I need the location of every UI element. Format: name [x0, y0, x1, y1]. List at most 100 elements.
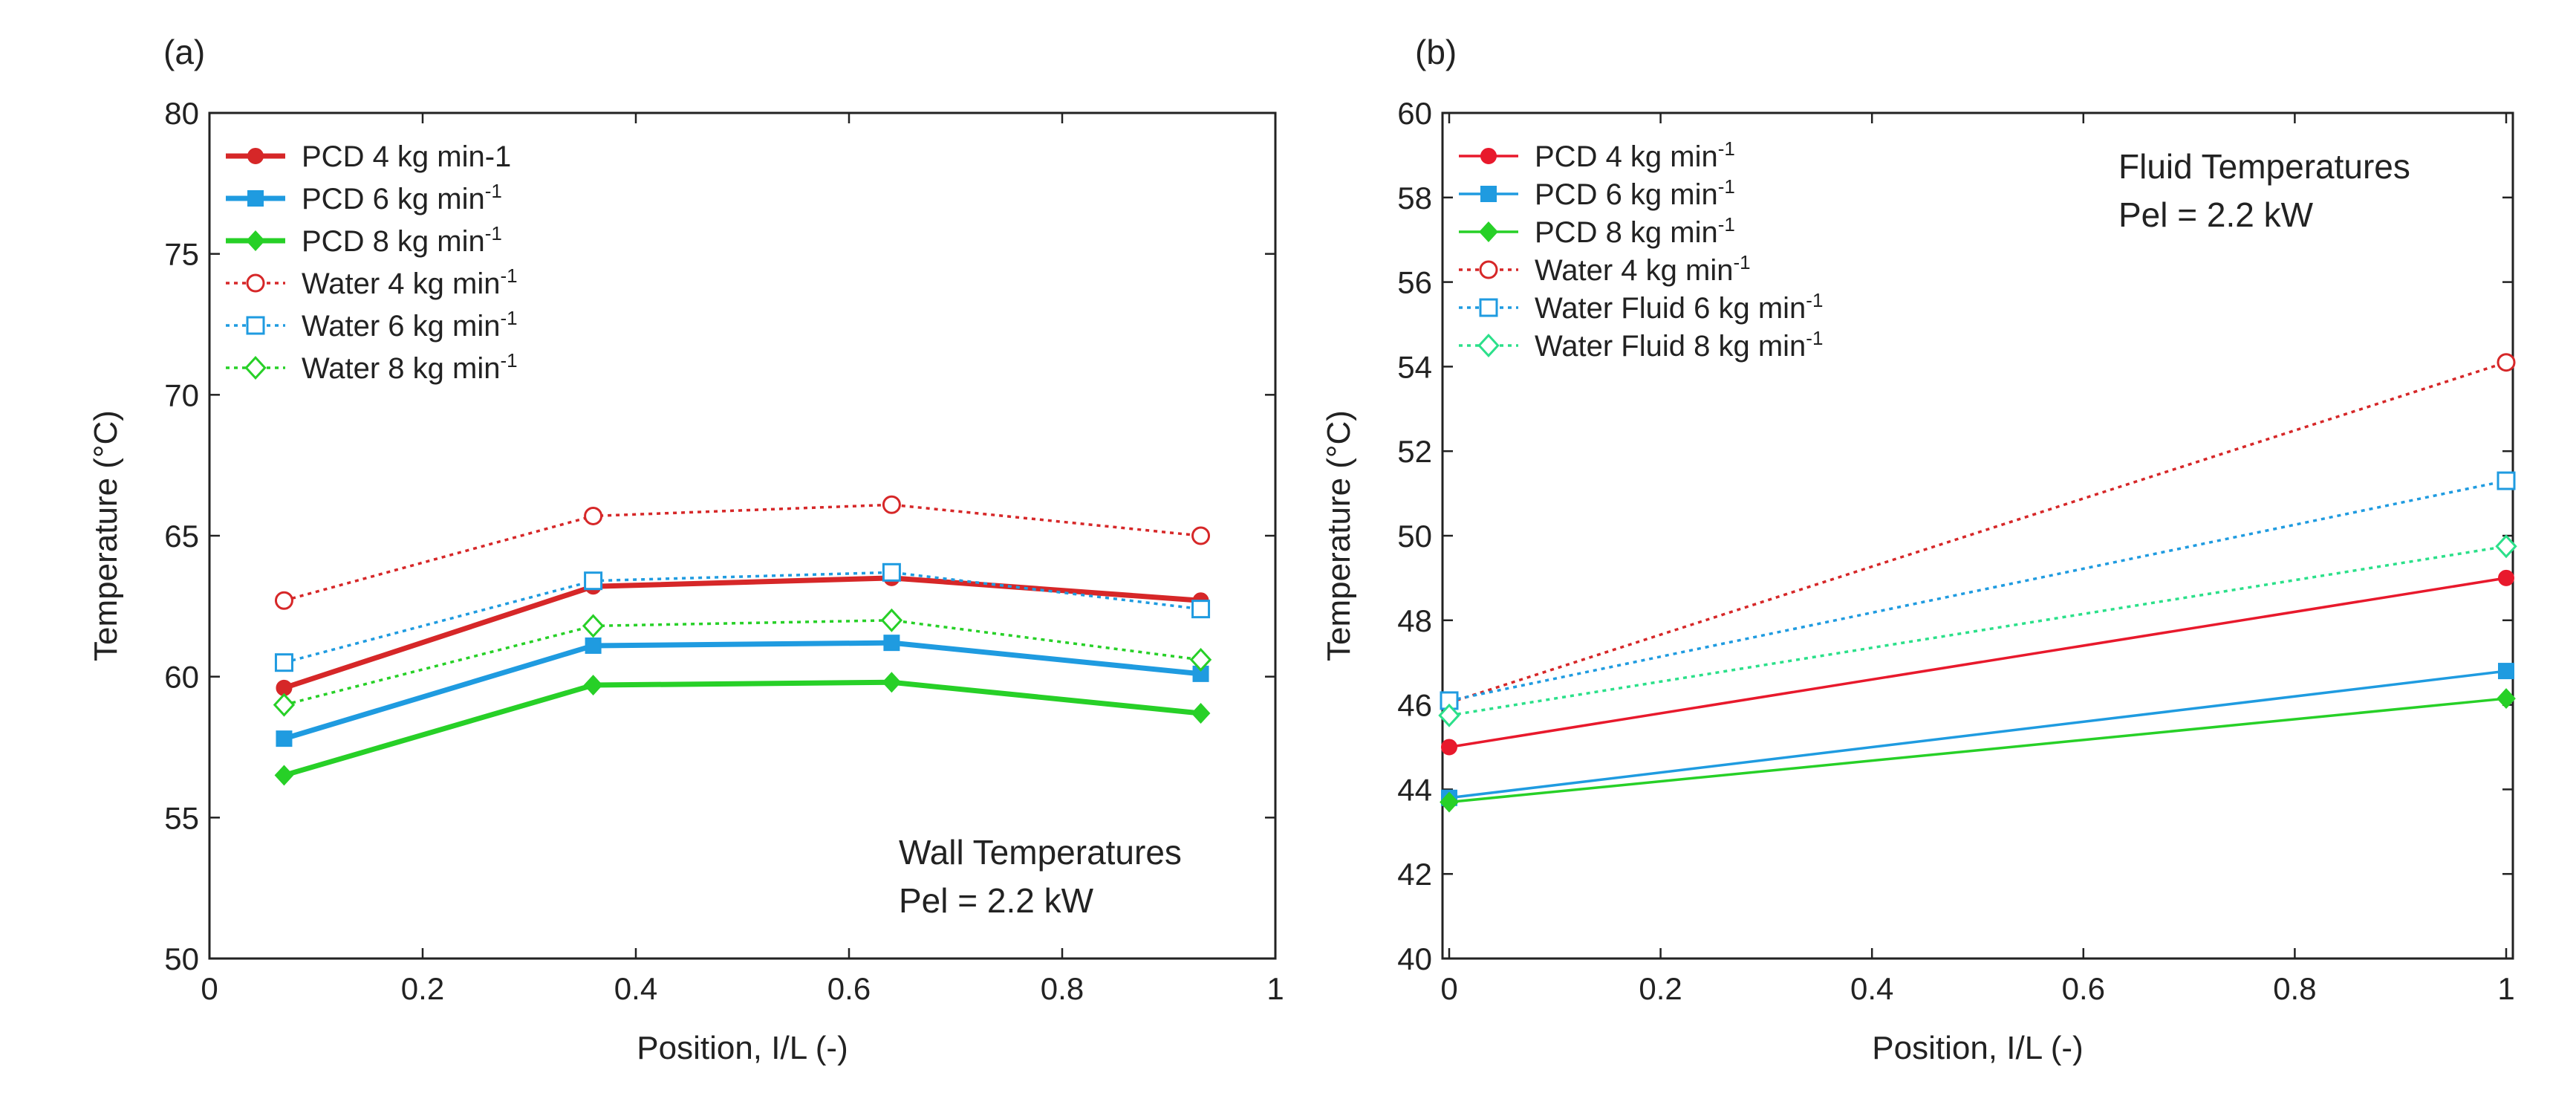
legend-label: PCD 6 kg min-1: [302, 180, 502, 215]
legend-label: PCD 4 kg min-1: [302, 140, 511, 173]
data-point: [1191, 703, 1211, 724]
data-point: [1438, 703, 1460, 727]
series-line: [283, 503, 1201, 602]
legend-superscript: -1: [1718, 175, 1735, 198]
legend-superscript: -1: [1806, 289, 1823, 311]
y-tick-label: 48: [1397, 603, 1432, 638]
data-point: [276, 730, 293, 747]
series-2: [1440, 688, 2516, 813]
series-3: [274, 495, 1211, 610]
legend-marker: [1477, 334, 1500, 357]
y-tick-label: 58: [1397, 181, 1432, 215]
legend-marker: [1479, 260, 1498, 279]
data-point: [2498, 663, 2514, 680]
legend-label: PCD 4 kg min-1: [1535, 137, 1735, 173]
legend-label: PCD 8 kg min-1: [1535, 213, 1735, 249]
x-tick-label: 0.8: [1041, 971, 1084, 1006]
annotation-text: Pel = 2.2 kW: [899, 881, 1094, 920]
y-tick-label: 50: [164, 941, 199, 976]
data-point: [274, 653, 293, 672]
x-tick-label: 1: [2497, 971, 2514, 1006]
data-point: [1189, 647, 1212, 672]
legend-superscript: -1: [485, 180, 502, 202]
legend-superscript: -1: [500, 349, 517, 372]
series-line: [1448, 669, 2507, 800]
series-1: [276, 635, 1209, 747]
y-tick-label: 55: [164, 800, 199, 835]
x-tick-label: 0.2: [401, 971, 444, 1006]
data-point: [882, 672, 902, 693]
series-line: [283, 640, 1201, 742]
y-tick-label: 70: [164, 377, 199, 412]
data-point: [1441, 739, 1457, 756]
data-point: [1191, 600, 1211, 619]
legend-marker: [247, 148, 264, 164]
legend-superscript: -1: [1733, 251, 1750, 273]
y-tick-label: 60: [1397, 96, 1432, 131]
legend-label: PCD 8 kg min-1: [302, 222, 502, 258]
y-tick-label: 40: [1397, 941, 1432, 976]
x-tick-label: 1: [1266, 971, 1284, 1006]
legend-marker: [246, 273, 265, 293]
legend-marker: [1479, 221, 1498, 242]
data-point: [882, 495, 901, 514]
legend-marker: [246, 316, 265, 335]
series-5: [1438, 534, 2517, 727]
series-4: [274, 562, 1211, 672]
legend-superscript: -1: [500, 265, 517, 287]
legend-marker: [1480, 186, 1497, 202]
legend: PCD 4 kg min-1 PCD 6 kg min-1 PCD 8 kg min…: [226, 140, 518, 385]
data-point: [2497, 688, 2516, 710]
y-axis-label: Temperature (°C): [88, 410, 124, 661]
series-0: [1441, 569, 2514, 756]
series-line: [284, 571, 1201, 664]
series-1: [1441, 663, 2514, 806]
y-tick-label: 42: [1397, 857, 1432, 892]
data-point: [1440, 791, 1459, 813]
x-axis-label: Position, I/L (-): [1872, 1030, 2083, 1066]
x-tick-label: 0.6: [2062, 971, 2105, 1006]
y-tick-label: 46: [1397, 688, 1432, 723]
x-tick-label: 0.6: [827, 971, 871, 1006]
series-line: [283, 575, 1201, 691]
series-3: [1440, 353, 2516, 713]
series-2: [274, 672, 1211, 786]
data-point: [2495, 534, 2517, 559]
x-tick-label: 0.8: [2273, 971, 2316, 1006]
data-point: [582, 614, 605, 638]
legend-label: Water Fluid 8 kg min-1: [1535, 327, 1823, 363]
panel-label: (a): [163, 33, 205, 71]
x-tick-label: 0.4: [1850, 971, 1893, 1006]
series-line: [1448, 697, 2507, 804]
legend-superscript: -1: [1806, 327, 1823, 349]
legend-superscript: -1: [1718, 213, 1735, 236]
data-point: [584, 571, 603, 591]
data-point: [274, 765, 294, 786]
x-axis-label: Position, I/L (-): [637, 1030, 848, 1066]
legend-label: Water Fluid 6 kg min-1: [1535, 289, 1823, 325]
data-point: [880, 608, 903, 632]
legend-label: Water 4 kg min-1: [302, 265, 518, 300]
annotation-text: Pel = 2.2 kW: [2118, 195, 2314, 234]
legend-label: Water 4 kg min-1: [1535, 251, 1751, 287]
series-line: [284, 619, 1201, 707]
y-axis-label: Temperature (°C): [1321, 410, 1357, 661]
annotation-text: Wall Temperatures: [899, 833, 1182, 872]
legend-marker: [244, 356, 267, 380]
legend-marker: [246, 230, 265, 251]
legend-superscript: -1: [1718, 137, 1735, 160]
y-tick-label: 65: [164, 519, 199, 554]
legend-label: PCD 6 kg min-1: [1535, 175, 1735, 211]
legend-superscript: -1: [485, 222, 502, 244]
legend-marker: [1480, 148, 1497, 164]
x-tick-label: 0.2: [1639, 971, 1682, 1006]
legend-label: Water 8 kg min-1: [302, 349, 518, 385]
series-0: [276, 569, 1209, 696]
y-tick-label: 75: [164, 237, 199, 272]
panel-b-fluid-temperatures: 0 0.2 0.4 0.6 0.8 1 40 42 44 46 48 50 52 54 56 58 60 Posi…: [1321, 33, 2517, 1066]
data-point: [2497, 471, 2516, 490]
data-point: [584, 506, 603, 525]
series-line: [1448, 361, 2507, 704]
